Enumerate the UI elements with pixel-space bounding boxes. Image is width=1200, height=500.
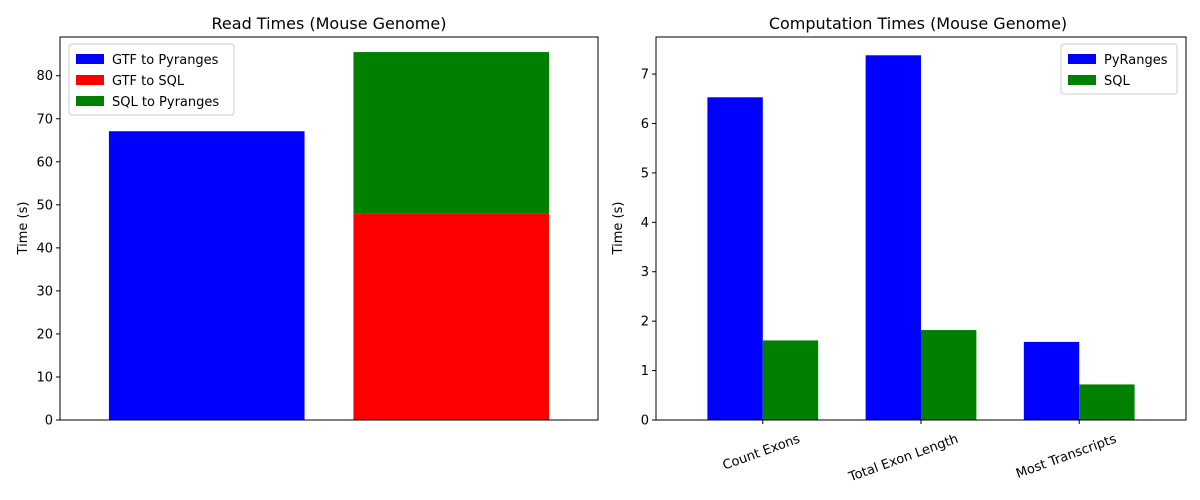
y-tick-label: 6 [641,117,649,132]
y-tick-label: 0 [641,414,649,429]
y-axis-label: Time (s) [16,202,31,256]
legend-label: SQL to Pyranges [112,95,219,110]
y-tick-label: 4 [641,216,649,231]
y-tick-label: 80 [36,69,53,84]
legend-swatch [1068,75,1096,85]
legend: GTF to Pyranges GTF to SQL SQL to Pyranges [68,43,235,116]
y-tick-label: 50 [36,198,53,213]
y-tick-label: 5 [641,166,649,181]
legend-swatch [1068,54,1096,64]
bar-sql [762,340,819,420]
y-tick-label: 7 [641,68,649,83]
bar-gtf-to-sql [353,213,550,420]
x-tick-label: Count Exons [721,432,803,474]
y-tick-label: 30 [36,284,53,299]
y-tick-label: 1 [641,364,649,379]
legend-label: GTF to Pyranges [112,53,219,68]
legend-label: GTF to SQL [112,74,185,89]
y-tick-label: 20 [36,327,53,342]
bar-sql-to-pyranges [353,52,550,214]
legend-label: SQL [1104,74,1130,89]
y-tick-label: 2 [641,315,649,330]
legend-swatch [76,54,104,64]
y-tick-label: 40 [36,241,53,256]
chart-title: Read Times (Mouse Genome) [212,14,447,33]
x-tick-label: Most Transcripts [1014,432,1119,482]
plot-area: Count Exons Total Exon Length Most Transcr… [641,36,1187,486]
legend-box [68,43,235,116]
legend-swatch [76,96,104,106]
plot-frame [655,36,1187,421]
legend-label: PyRanges [1104,53,1168,68]
bar-pyranges [865,55,921,421]
bar-gtf-to-pyranges [108,131,305,420]
bar-sql [921,330,977,420]
y-tick-label: 10 [36,370,53,385]
chart-title: Computation Times (Mouse Genome) [769,14,1067,33]
bar-pyranges [1023,341,1080,420]
legend: PyRanges SQL [1060,43,1178,95]
y-tick-label: 70 [36,112,53,127]
bar-sql [1079,384,1135,420]
chart-read-times: Read Times (Mouse Genome) 0 10 20 30 40 50 60 7… [16,14,599,429]
y-axis-label: Time (s) [611,202,626,256]
y-tick-label: 0 [45,414,53,429]
y-tick-label: 3 [641,265,649,280]
bar-pyranges [707,97,763,420]
y-tick-label: 60 [36,155,53,170]
legend-swatch [76,75,104,85]
plot-frame [59,36,599,421]
x-tick-label: Total Exon Length [846,432,960,486]
chart-computation-times: Computation Times (Mouse Genome) Count E… [611,14,1187,486]
plot-area: 0 10 20 30 40 50 60 70 80 GTF to Pyranges GTF to S… [36,36,599,429]
